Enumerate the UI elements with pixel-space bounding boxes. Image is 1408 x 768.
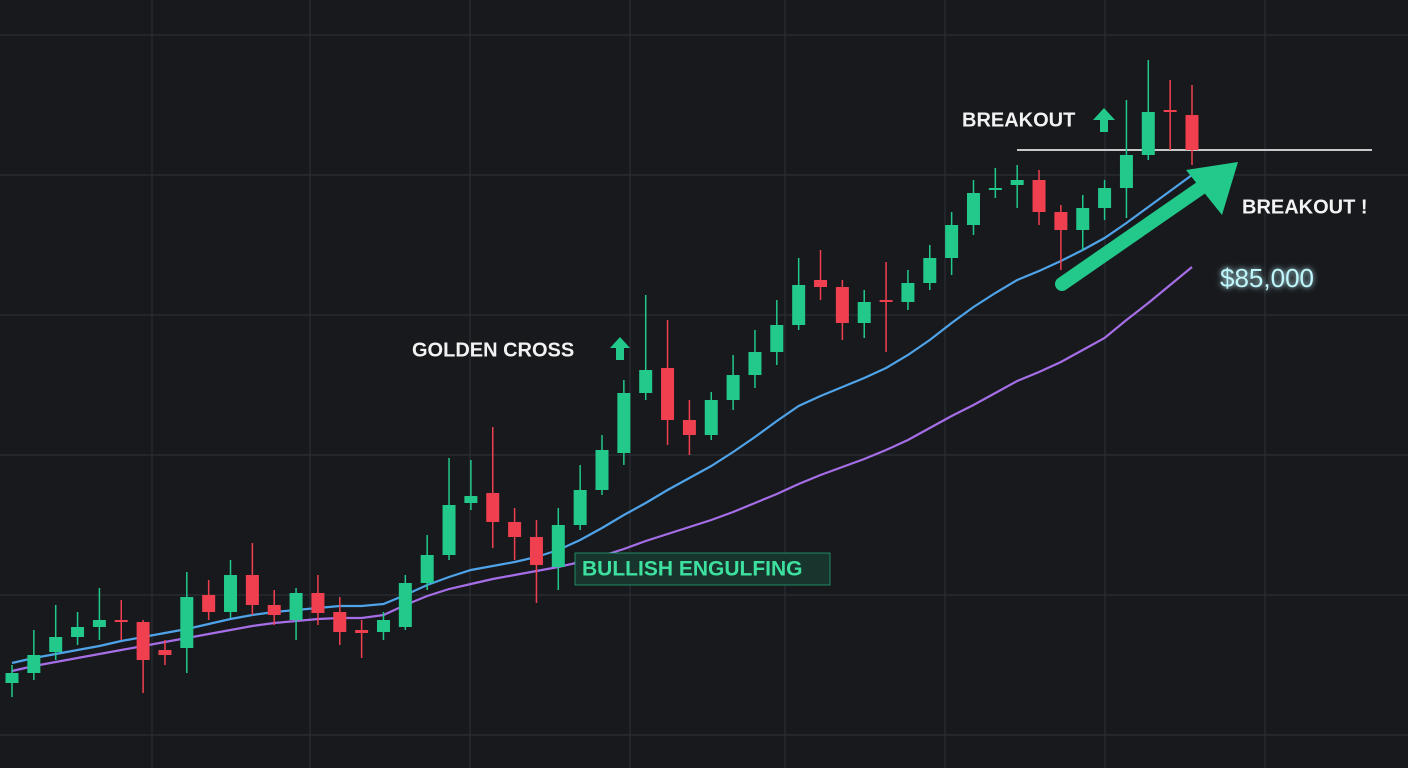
candle-body <box>639 370 653 393</box>
candle-body <box>988 188 1002 190</box>
candle-body <box>1185 115 1199 150</box>
candle-body <box>1054 212 1068 230</box>
candle-body <box>661 368 675 420</box>
candle-body <box>245 575 259 605</box>
candle-body <box>1032 180 1046 212</box>
candle-body <box>835 287 849 323</box>
candle-body <box>573 490 587 525</box>
candle-body <box>1076 208 1090 230</box>
candle-body <box>748 352 762 375</box>
candle-body <box>901 283 915 302</box>
support-label: $85,000 <box>1220 263 1314 293</box>
annotation-box <box>574 552 831 586</box>
candle-body <box>92 620 106 627</box>
candle-body <box>289 593 303 620</box>
candle-body <box>398 583 412 627</box>
candle-body <box>682 420 696 435</box>
moving-average <box>11 174 1193 665</box>
candle-body <box>71 627 85 637</box>
candle-body <box>1098 188 1112 208</box>
candle-body <box>792 285 806 325</box>
candle-body <box>202 595 216 612</box>
candle-body <box>486 493 500 522</box>
candle-body <box>814 280 828 287</box>
candle-body <box>726 375 740 400</box>
candle-body <box>267 605 281 615</box>
candle-body <box>114 620 128 622</box>
annotation: BULLISH ENGULFING <box>582 558 803 581</box>
candle-body <box>355 630 369 633</box>
candle-body <box>5 673 19 683</box>
candle-body <box>923 258 937 283</box>
candle-body <box>420 555 434 583</box>
arrow-icon <box>610 337 630 360</box>
candle-body <box>966 193 980 225</box>
annotation: BREAKOUT <box>962 109 1075 131</box>
candle-body <box>333 612 347 632</box>
candle-body <box>704 400 718 435</box>
candle-body <box>376 620 390 632</box>
candle-body <box>595 450 609 490</box>
annotation: BREAKOUT ! <box>1242 196 1368 218</box>
candle-body <box>770 325 784 352</box>
candle-body <box>180 597 194 648</box>
candle-body <box>464 496 478 503</box>
candle-body <box>27 655 41 673</box>
candle-body <box>1119 155 1133 188</box>
breakout-arrow <box>1055 162 1238 291</box>
candle-body <box>442 505 456 555</box>
candle-body <box>1163 110 1177 112</box>
candle-body <box>136 622 150 660</box>
candle-body <box>1010 180 1024 185</box>
candle-body <box>617 393 631 453</box>
candle-body <box>529 537 543 565</box>
candle-body <box>224 575 238 612</box>
candle-body <box>158 650 172 655</box>
candle-body <box>1141 112 1155 155</box>
annotation: GOLDEN CROSS <box>412 339 574 361</box>
candle-body <box>551 525 565 567</box>
arrow-icon <box>1093 108 1115 132</box>
candle-body <box>945 225 959 258</box>
candle-body <box>857 302 871 323</box>
candle-body <box>508 522 522 537</box>
candle-body <box>879 300 893 302</box>
candle-body <box>49 637 63 652</box>
candle-body <box>311 593 325 613</box>
